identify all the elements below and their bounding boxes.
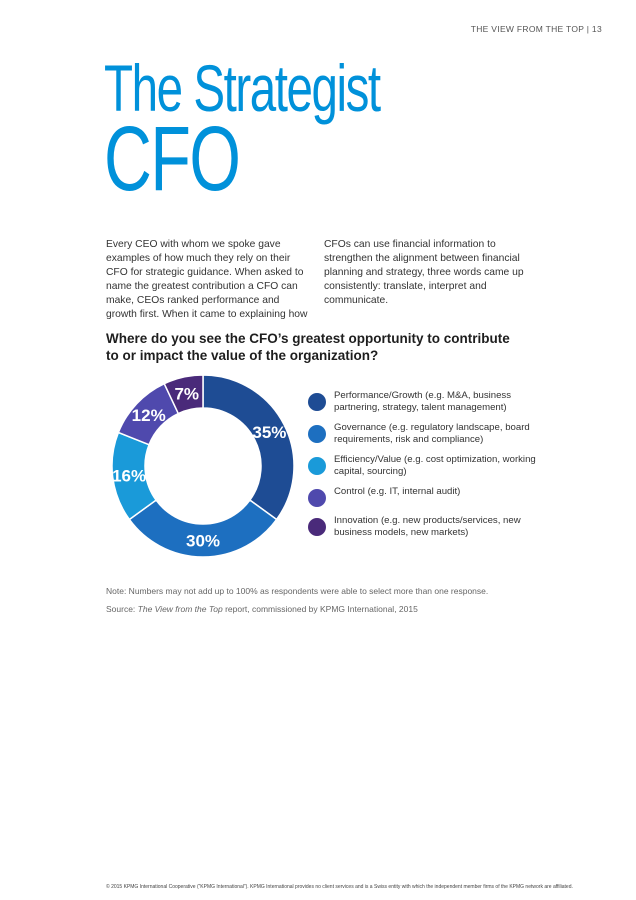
legend-label: Efficiency/Value (e.g. cost optimization… bbox=[334, 454, 536, 477]
chart-question: Where do you see the CFO’s greatest oppo… bbox=[106, 331, 510, 363]
donut-slice-4 bbox=[163, 374, 204, 415]
legend-swatch bbox=[308, 393, 326, 411]
legend-swatch bbox=[308, 425, 326, 443]
slice-label-3: 12% bbox=[132, 406, 166, 425]
page-header: THE VIEW FROM THE TOP | 13 bbox=[470, 24, 602, 34]
legend-item-2: Efficiency/Value (e.g. cost optimization… bbox=[308, 454, 538, 478]
chart-legend: Performance/Growth (e.g. M&A, business p… bbox=[308, 390, 538, 547]
legend-label: Innovation (e.g. new products/services, … bbox=[334, 515, 521, 538]
source-prefix: Source: bbox=[106, 604, 138, 614]
slice-label-0: 35% bbox=[252, 423, 286, 442]
donut-chart: 35% 30% 16% 12% 7% bbox=[111, 374, 295, 558]
source-title: The View from the Top bbox=[137, 604, 223, 614]
intro-paragraph: Every CEO with whom we spoke gave exampl… bbox=[106, 239, 524, 320]
page-title: The Strategist CFO bbox=[104, 51, 381, 210]
source-suffix: report, commissioned by KPMG Internation… bbox=[222, 604, 418, 614]
title-line-2: CFO bbox=[104, 108, 241, 210]
donut-slice-0 bbox=[202, 374, 295, 521]
legend-swatch bbox=[308, 489, 326, 507]
legend-swatch bbox=[308, 518, 326, 536]
legend-item-1: Governance (e.g. regulatory landscape, b… bbox=[308, 422, 538, 446]
legend-label: Control (e.g. IT, internal audit) bbox=[334, 486, 461, 497]
legend-swatch bbox=[308, 457, 326, 475]
slice-label-2: 16% bbox=[112, 466, 146, 485]
slice-label-4: 7% bbox=[174, 384, 199, 403]
legend-item-3: Control (e.g. IT, internal audit) bbox=[308, 486, 538, 507]
chart-note: Note: Numbers may not add up to 100% as … bbox=[106, 586, 489, 596]
title-line-1: The Strategist bbox=[104, 51, 381, 125]
legend-item-4: Innovation (e.g. new products/services, … bbox=[308, 515, 538, 539]
legend-item-0: Performance/Growth (e.g. M&A, business p… bbox=[308, 390, 538, 414]
chart-source: Source: The View from the Top report, co… bbox=[106, 604, 418, 614]
copyright-footer: © 2015 KPMG International Cooperative (“… bbox=[106, 884, 573, 890]
legend-label: Governance (e.g. regulatory landscape, b… bbox=[334, 422, 530, 445]
legend-label: Performance/Growth (e.g. M&A, business p… bbox=[334, 390, 512, 413]
slice-label-1: 30% bbox=[186, 532, 220, 551]
